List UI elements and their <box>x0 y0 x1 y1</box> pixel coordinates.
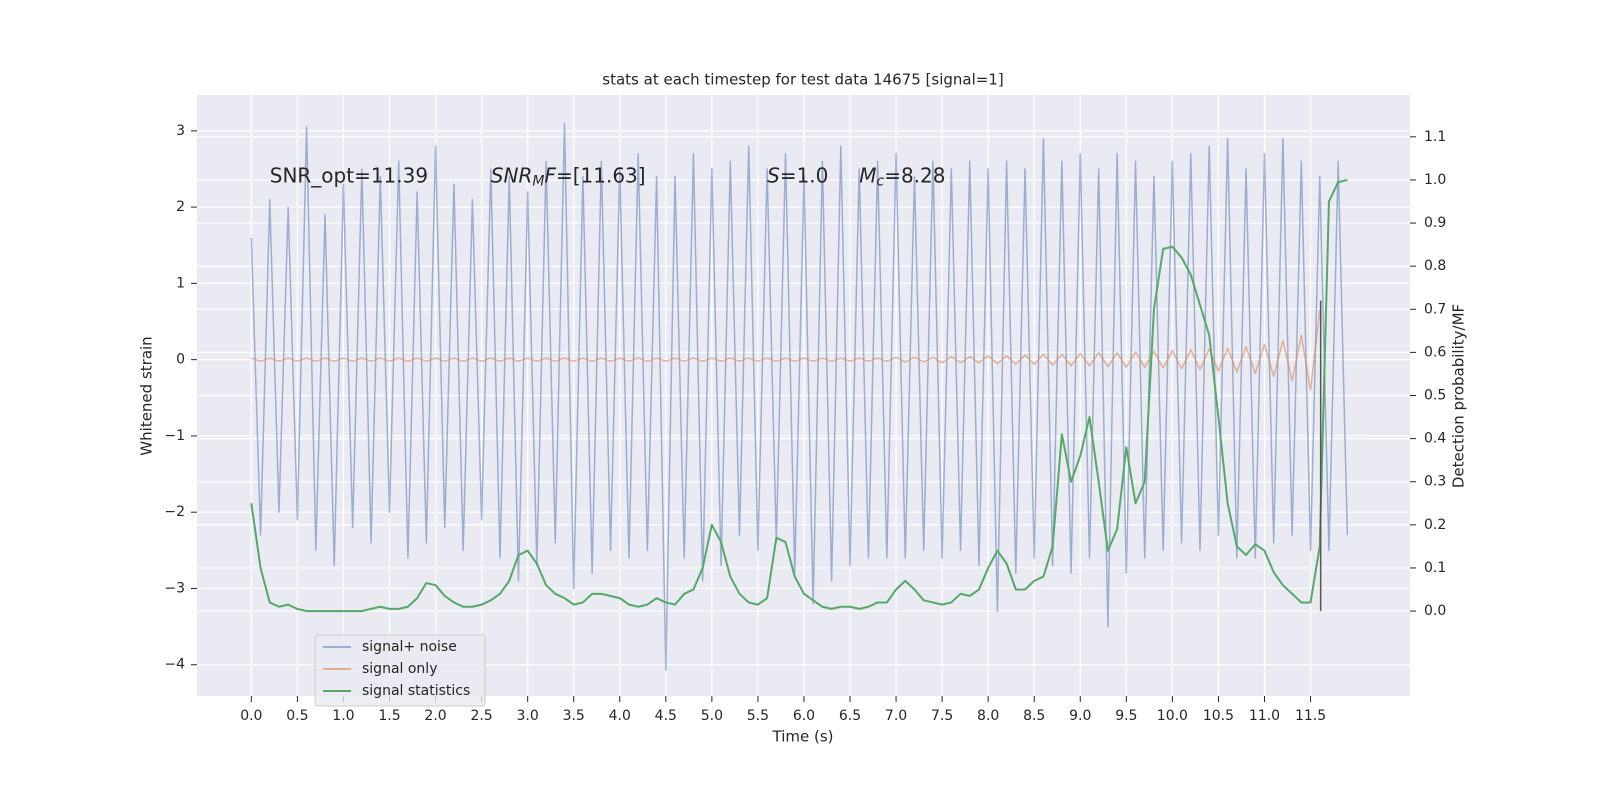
legend-label: signal only <box>362 661 437 677</box>
annotation-part: SNR <box>491 163 533 187</box>
x-tick-label: 1.0 <box>332 708 354 724</box>
x-tick-label: 7.5 <box>931 708 953 724</box>
x-tick-label: 10.5 <box>1203 708 1234 724</box>
y2-tick-label: 0.9 <box>1424 215 1446 231</box>
y-tick-label: 2 <box>176 199 185 215</box>
y2-tick-label: 0.4 <box>1424 431 1446 447</box>
legend-box <box>314 634 486 707</box>
y2-axis-label: Detection probability/MF <box>1450 304 1468 488</box>
y2-tick-label: 0.1 <box>1424 560 1446 576</box>
annotation: Mc=8.28 <box>859 163 945 190</box>
y-tick-label: 1 <box>176 275 185 291</box>
annotation-part: S <box>767 163 780 187</box>
y2-tick-label: 1.1 <box>1424 129 1446 145</box>
x-tick-label: 7.0 <box>885 708 907 724</box>
annotation: S=1.0 <box>767 163 828 187</box>
series-line <box>250 178 1348 613</box>
annotation-part: c <box>876 174 884 190</box>
y-axis-label: Whitened strain <box>138 336 156 455</box>
x-tick-label: 1.5 <box>378 708 400 724</box>
annotation-part: =[11.63] <box>556 163 646 187</box>
annotation-part: =8.28 <box>884 163 945 187</box>
x-tick-label: 3.0 <box>517 708 539 724</box>
x-tick-label: 9.0 <box>1069 708 1091 724</box>
annotation-part: F <box>544 163 556 187</box>
x-tick-label: 11.0 <box>1249 708 1280 724</box>
y2-tick-label: 0.2 <box>1424 517 1446 533</box>
y2-tick-label: 0.6 <box>1424 344 1446 360</box>
series-line <box>251 309 1321 391</box>
y2-tick-label: 0.7 <box>1424 301 1446 317</box>
y-tick-label: −4 <box>164 657 185 673</box>
annotation: SNRMF=[11.63] <box>491 163 646 190</box>
x-tick-label: 5.0 <box>701 708 723 724</box>
x-tick-label: 11.5 <box>1295 708 1326 724</box>
x-tick-label: 2.5 <box>470 708 492 724</box>
x-tick-label: 4.0 <box>609 708 631 724</box>
annotation-part: =1.0 <box>780 163 829 187</box>
x-tick-label: 6.0 <box>793 708 815 724</box>
x-tick-label: 0.0 <box>240 708 262 724</box>
x-tick-label: 3.5 <box>563 708 585 724</box>
x-tick-label: 2.0 <box>424 708 446 724</box>
x-tick-label: 6.5 <box>839 708 861 724</box>
y-tick-label: −2 <box>164 504 185 520</box>
x-tick-label: 5.5 <box>747 708 769 724</box>
annotation: SNR_opt=11.39 <box>270 163 428 187</box>
annotation-part: M <box>859 163 876 187</box>
x-tick-label: 8.5 <box>1023 708 1045 724</box>
series-line <box>250 122 1349 671</box>
chart-title: stats at each timestep for test data 146… <box>602 71 1003 89</box>
x-tick-label: 10.0 <box>1157 708 1188 724</box>
legend-label: signal statistics <box>362 683 470 699</box>
legend-label: signal+ noise <box>362 639 457 655</box>
y2-tick-label: 0.5 <box>1424 388 1446 404</box>
y-tick-label: −3 <box>164 580 185 596</box>
y2-tick-label: 0.3 <box>1424 474 1446 490</box>
y2-tick-label: 0.8 <box>1424 258 1446 274</box>
x-tick-label: 8.0 <box>977 708 999 724</box>
x-tick-label: 4.5 <box>655 708 677 724</box>
annotation-part: M <box>532 174 544 190</box>
y-tick-label: −1 <box>164 428 185 444</box>
annotation-part: SNR_opt=11.39 <box>270 163 428 187</box>
x-axis-label: Time (s) <box>772 728 834 746</box>
x-tick-label: 9.5 <box>1115 708 1137 724</box>
y-tick-label: 0 <box>176 352 185 368</box>
y2-tick-label: 0.0 <box>1424 603 1446 619</box>
x-tick-label: 0.5 <box>286 708 308 724</box>
y-tick-label: 3 <box>176 123 185 139</box>
y2-tick-label: 1.0 <box>1424 172 1446 188</box>
